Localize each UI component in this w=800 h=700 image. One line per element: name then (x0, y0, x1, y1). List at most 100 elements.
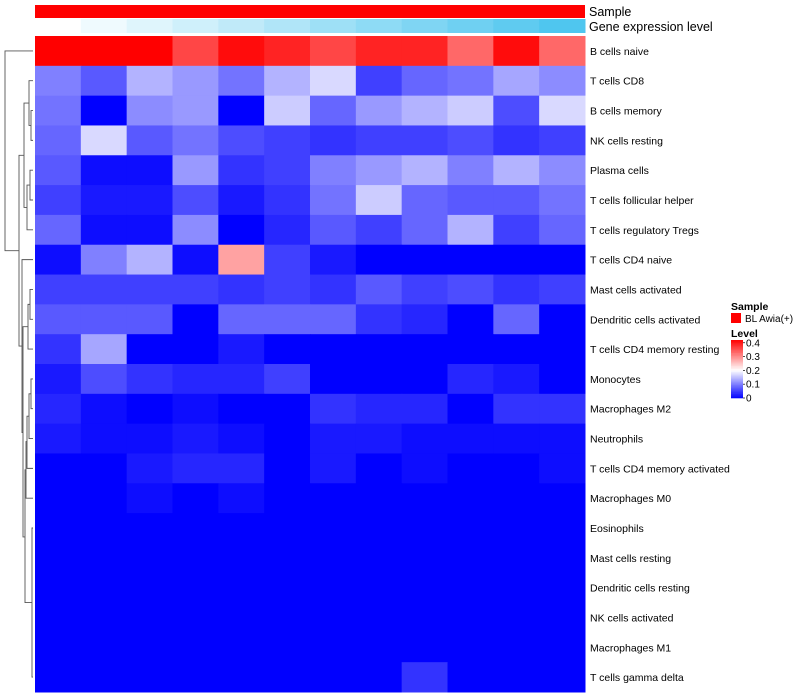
legend-level-bar-segment (731, 351, 743, 354)
heatmap-cell (218, 36, 265, 67)
dendrogram-branch (27, 303, 33, 350)
heatmap-cell (264, 95, 311, 126)
heatmap-cell (80, 155, 128, 186)
heatmap-cell (355, 65, 403, 97)
heatmap-cell (447, 244, 494, 276)
heatmap-cell (310, 214, 357, 246)
row-label: Neutrophils (590, 434, 643, 446)
row-label: B cells naive (590, 46, 649, 58)
row-label: Monocytes (590, 374, 641, 386)
heatmap-cell (126, 572, 173, 604)
legend-level-bar-segment (731, 342, 743, 345)
heatmap-cell (310, 244, 357, 276)
heatmap-cell (264, 334, 311, 365)
heatmap-cell (172, 274, 219, 305)
gene-expression-cell (401, 19, 448, 33)
heatmap-cell (401, 125, 448, 156)
legend-level-bar-segment (731, 369, 743, 371)
heatmap-cell (401, 185, 448, 216)
legend-level-bar-segment (731, 393, 743, 396)
heatmap-cell (493, 364, 540, 395)
row-label: T cells gamma delta (590, 672, 684, 684)
heatmap-cell (447, 662, 494, 693)
row-label: Mast cells resting (590, 553, 671, 565)
heatmap-cell (126, 244, 173, 276)
heatmap-cell (447, 65, 494, 97)
heatmap-cell (126, 453, 173, 484)
heatmap-cell (172, 662, 219, 693)
legend-level-bar-segment (731, 392, 743, 394)
heatmap-cell (355, 334, 403, 365)
heatmap-cell (172, 364, 219, 395)
heatmap-cell (218, 632, 265, 663)
heatmap-cell (218, 334, 265, 365)
heatmap-cell (310, 572, 357, 604)
heatmap-cell (80, 274, 128, 305)
heatmap-cell (401, 423, 448, 454)
heatmap-cell (310, 662, 357, 693)
legend-level-tick-label: 0 (746, 394, 752, 405)
heatmap-cell (355, 602, 403, 633)
heatmap-cell (493, 483, 540, 514)
heatmap-cell (401, 214, 448, 246)
heatmap-cell (447, 393, 494, 425)
heatmap-cell (355, 483, 403, 514)
heatmap-cell (355, 274, 403, 305)
heatmap-cell (539, 334, 586, 365)
heatmap-cell (355, 662, 403, 693)
heatmap-cell (172, 334, 219, 365)
legend-level-bar-segment (731, 360, 743, 363)
heatmap-cell (355, 393, 403, 425)
sample-annotation-bar (35, 5, 585, 18)
heatmap-cell (264, 125, 311, 156)
heatmap-cell (172, 572, 219, 604)
dendrogram-branch (30, 378, 33, 410)
heatmap-cell (447, 125, 494, 156)
heatmap-cell (172, 185, 219, 216)
heatmap-cell (126, 632, 173, 663)
heatmap-cell (218, 155, 265, 186)
heatmap-cell (401, 483, 448, 514)
legend-sample-entry: BL Awia(+) (745, 314, 793, 325)
heatmap-cell (126, 185, 173, 216)
legend-level-bar-segment (731, 383, 743, 386)
heatmap-cell (539, 65, 586, 97)
heatmap-cell (218, 572, 265, 604)
gene-expression-cell (172, 19, 219, 33)
heatmap-cell (493, 155, 540, 186)
heatmap-cell (126, 483, 173, 514)
heatmap-cell (539, 662, 586, 693)
heatmap-cell (401, 95, 448, 126)
heatmap-cell (218, 274, 265, 305)
legend-level-bar-segment (731, 355, 743, 358)
heatmap-cell (310, 453, 357, 484)
heatmap-cell (355, 513, 403, 544)
row-label: Mast cells activated (590, 284, 682, 296)
row-label: Dendritic cells resting (590, 583, 690, 595)
heatmap-cell (80, 602, 128, 633)
heatmap-cell (539, 423, 586, 454)
heatmap-cell (35, 244, 82, 276)
heatmap-cell (401, 334, 448, 365)
heatmap-cell (355, 542, 403, 574)
heatmap-cell (80, 244, 128, 276)
row-label: NK cells resting (590, 135, 663, 147)
gene-expression-cell (264, 19, 311, 33)
heatmap-cell (401, 304, 448, 335)
heatmap-cell (401, 155, 448, 186)
heatmap-cell (493, 65, 540, 97)
heatmap-cell (126, 65, 173, 97)
heatmap-cell (264, 155, 311, 186)
legend-level-bar-segment (731, 345, 743, 348)
heatmap-cell (126, 602, 173, 633)
heatmap-cell (264, 632, 311, 663)
heatmap-cell (80, 214, 128, 246)
legend-level-tick-label: 0.4 (746, 338, 760, 349)
legend-level-bar-segment (731, 361, 743, 364)
heatmap-cell (401, 572, 448, 604)
heatmap-cell (539, 572, 586, 604)
row-label: T cells CD4 memory resting (590, 344, 719, 356)
heatmap-cell (218, 214, 265, 246)
heatmap-cell (493, 214, 540, 246)
heatmap-cell (310, 542, 357, 574)
